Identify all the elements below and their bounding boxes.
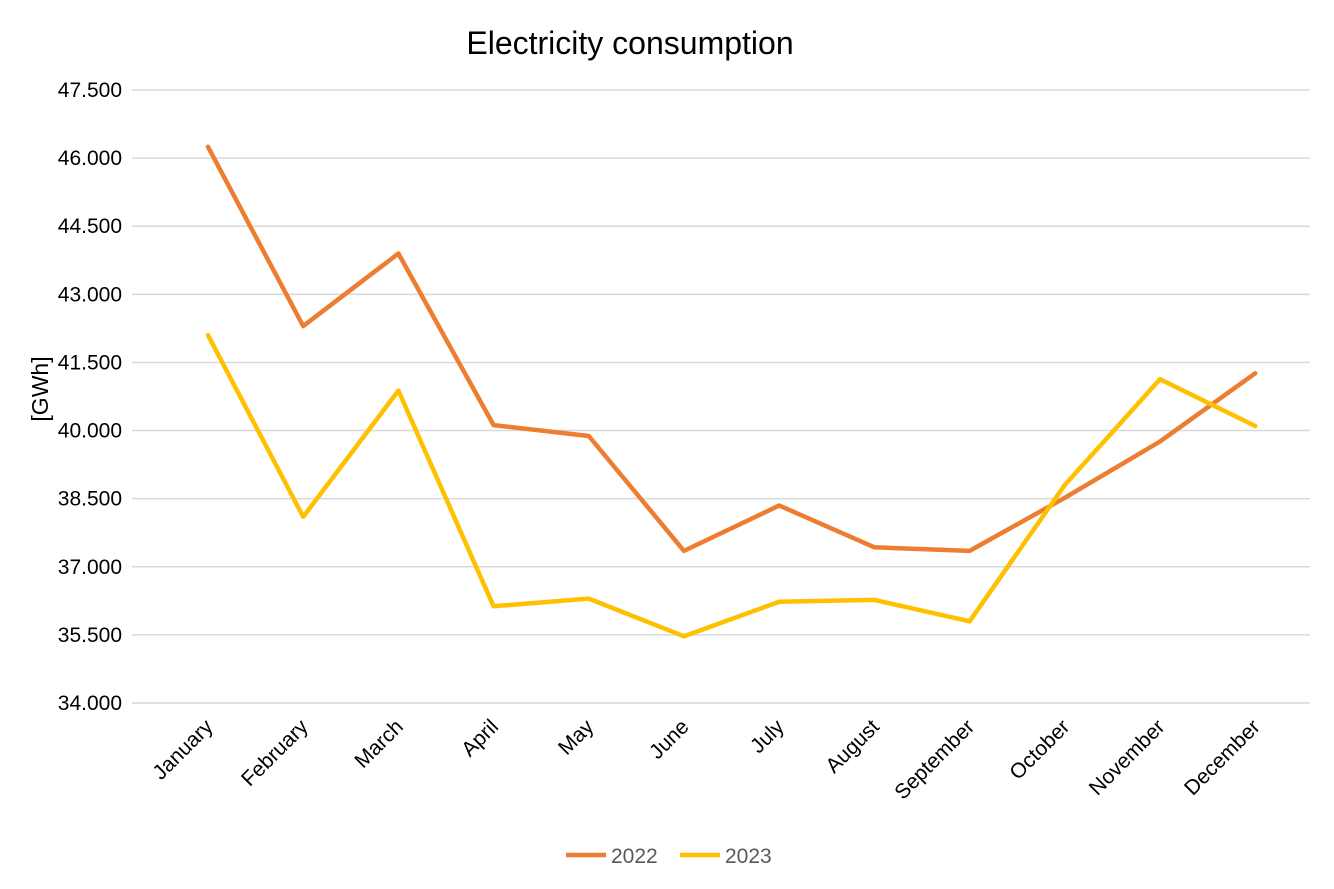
x-tick-label: November xyxy=(1085,715,1170,800)
x-tick-label: January xyxy=(148,715,217,784)
x-tick-label: June xyxy=(645,715,693,763)
y-tick-label: 34.000 xyxy=(58,692,122,715)
y-tick-label: 43.000 xyxy=(58,283,122,306)
y-tick-label: 44.500 xyxy=(58,215,122,238)
x-tick-label: December xyxy=(1180,715,1265,800)
chart-title: Electricity consumption xyxy=(466,25,793,61)
legend: 2022 2023 xyxy=(566,845,772,868)
y-tick-label: 37.000 xyxy=(58,556,122,579)
x-tick-label: March xyxy=(350,715,408,773)
x-tick-label: August xyxy=(821,715,884,778)
y-axis-ticks: 34.000 35.500 37.000 38.500 40.000 41.500 43.0… xyxy=(58,79,122,715)
series-line-2022 xyxy=(205,144,1258,554)
series-line-2023 xyxy=(205,332,1258,639)
x-tick-label: May xyxy=(554,715,599,760)
x-tick-label: April xyxy=(457,715,503,761)
x-tick-label: February xyxy=(237,715,313,791)
y-axis-title: [GWh] xyxy=(27,356,53,421)
y-tick-label: 35.500 xyxy=(58,624,122,647)
x-axis-ticks: January February March April May June July Augu… xyxy=(148,715,1264,804)
y-tick-label: 40.000 xyxy=(58,420,122,443)
x-tick-label: July xyxy=(746,715,789,758)
y-tick-label: 47.500 xyxy=(58,79,122,102)
x-tick-label: September xyxy=(890,715,979,804)
y-tick-label: 46.000 xyxy=(58,147,122,170)
legend-label: 2022 xyxy=(611,845,658,868)
x-tick-label: October xyxy=(1005,715,1074,784)
gridlines xyxy=(132,89,1310,704)
y-tick-label: 41.500 xyxy=(58,351,122,374)
series-lines xyxy=(205,144,1258,639)
y-tick-label: 38.500 xyxy=(58,488,122,511)
legend-label: 2023 xyxy=(725,845,772,868)
